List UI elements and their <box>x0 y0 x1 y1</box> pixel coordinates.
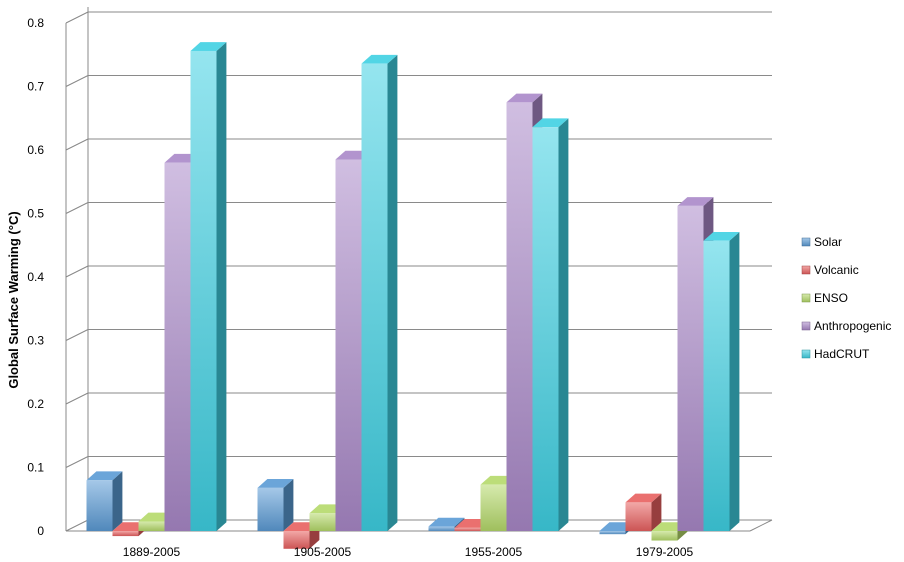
category-label: 1955-2005 <box>465 545 523 559</box>
legend-item-enso: ENSO <box>801 291 848 305</box>
legend-swatch <box>801 265 811 275</box>
bar-top <box>257 479 294 488</box>
bar-top <box>428 517 465 527</box>
bar-front <box>625 502 652 531</box>
legend-label: HadCRUT <box>814 347 870 361</box>
bar-side <box>112 471 123 531</box>
grid-diagonal <box>65 456 89 468</box>
legend-label: ENSO <box>814 291 848 305</box>
bar-front <box>651 531 678 541</box>
bar-side <box>729 232 740 531</box>
grid-diagonal <box>65 75 89 87</box>
y-tick-label: 0.3 <box>27 334 44 348</box>
bar-front <box>703 240 730 531</box>
y-tick-label: 0.1 <box>27 461 44 475</box>
bar-top <box>86 471 123 481</box>
bar-hadcrut-1955-2005 <box>532 118 569 531</box>
bar-top <box>677 197 714 206</box>
y-tick-label: 0.6 <box>27 143 44 157</box>
bar-front <box>454 527 481 531</box>
bar-top <box>703 232 740 241</box>
grid-diagonal <box>65 138 89 151</box>
bar-top <box>532 118 569 128</box>
legend-item-volcanic: Volcanic <box>801 263 859 277</box>
bar-front <box>532 127 559 531</box>
legend-swatch <box>801 237 811 247</box>
bar-front <box>335 159 362 531</box>
bar-hadcrut-1979-2005 <box>703 232 740 531</box>
bar-front <box>480 484 507 531</box>
category-label: 1979-2005 <box>636 545 694 559</box>
y-axis-label: Global Surface Warming (°C) <box>6 211 21 388</box>
legend-label: Volcanic <box>814 263 859 277</box>
bar-front <box>677 205 704 531</box>
grid-diagonal <box>65 519 89 532</box>
bar-front <box>361 63 388 531</box>
legend: Solar Volcanic ENSO Anthropogenic HadCRUT <box>801 235 891 361</box>
category-label: 1905-2005 <box>294 545 352 559</box>
y-tick-label: 0.8 <box>27 16 44 30</box>
bar-front <box>86 480 113 531</box>
legend-item-solar: Solar <box>801 235 842 249</box>
legend-swatch <box>801 293 811 303</box>
bar-hadcrut-1889-2005 <box>190 42 227 531</box>
bar-front <box>164 162 191 531</box>
bar-side <box>558 118 569 531</box>
bar-solar-1889-2005 <box>86 471 123 531</box>
floor-right-edge <box>749 519 773 532</box>
bar-top <box>190 42 227 51</box>
bar-front <box>599 531 626 535</box>
grid-diagonal <box>65 392 89 405</box>
y-tick-label: 0.2 <box>27 397 44 411</box>
bar-front <box>428 526 455 531</box>
grid-diagonal <box>65 202 89 214</box>
grid-diagonal <box>65 265 89 278</box>
bars <box>86 42 740 549</box>
bar-front <box>257 487 284 531</box>
bar-front <box>112 531 139 537</box>
bar-top <box>506 93 543 103</box>
legend-label: Solar <box>814 235 842 249</box>
legend-label: Anthropogenic <box>814 319 891 333</box>
bar-front <box>190 50 217 531</box>
bar-front <box>309 513 336 531</box>
y-tick-label: 0.7 <box>27 80 44 94</box>
bar-hadcrut-1905-2005 <box>361 54 398 532</box>
grid-diagonal <box>65 11 89 24</box>
bar-volcanic-1979-2005 <box>625 493 662 531</box>
bar-side <box>387 54 398 532</box>
legend-item-hadcrut: HadCRUT <box>801 347 870 361</box>
category-label: 1889-2005 <box>123 545 181 559</box>
grid-diagonal <box>65 329 89 341</box>
bar-front <box>138 521 165 531</box>
y-tick-label: 0.5 <box>27 207 44 221</box>
legend-swatch <box>801 349 811 359</box>
bar-front <box>506 102 533 531</box>
bar-front <box>283 531 310 549</box>
bar-side <box>283 479 294 531</box>
y-tick-label: 0.4 <box>27 270 44 284</box>
bar-side <box>651 493 662 531</box>
y-tick-label: 0 <box>37 524 44 538</box>
category-labels: 1889-2005 1905-2005 1955-2005 1979-2005 <box>123 545 694 559</box>
legend-swatch <box>801 321 811 331</box>
bar-top <box>625 493 662 503</box>
y-tick-labels: 0 0.1 0.2 0.3 0.4 0.5 0.6 0.7 0.8 <box>27 16 44 538</box>
bar-top <box>361 54 398 64</box>
bar-solar-1905-2005 <box>257 479 294 531</box>
legend-item-anthropogenic: Anthropogenic <box>801 319 891 333</box>
bar-side <box>216 42 227 531</box>
